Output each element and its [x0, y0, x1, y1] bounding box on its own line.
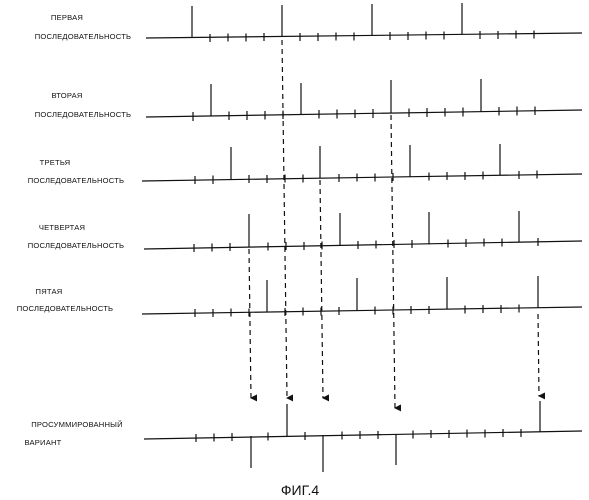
label-seq1-line1: ПЕРВАЯ: [51, 13, 83, 22]
arrow-seq3-to-sum: [320, 180, 323, 398]
label-sum-line1: ПРОСУММИРОВАННЫЙ: [31, 420, 122, 429]
seq5-pulses: [267, 276, 538, 312]
label-seq2-line2: ПОСЛЕДОВАТЕЛЬНОСТЬ: [35, 110, 132, 119]
label-sum-line2: ВАРИАНТ: [25, 438, 62, 447]
label-seq3-line1: ТРЕТЬЯ: [40, 158, 71, 167]
label-seq1: ПЕРВАЯ ПОСЛЕДОВАТЕЛЬНОСТЬ: [35, 13, 132, 41]
label-seq4: ЧЕТВЕРТАЯ ПОСЛЕДОВАТЕЛЬНОСТЬ: [28, 223, 125, 250]
label-seq5: ПЯТАЯ ПОСЛЕДОВАТЕЛЬНОСТЬ: [17, 287, 114, 313]
figure-caption: ФИГ.4: [281, 482, 319, 498]
seq2-pulses: [211, 79, 481, 116]
sum-axis: [144, 431, 582, 439]
label-seq3: ТРЕТЬЯ ПОСЛЕДОВАТЕЛЬНОСТЬ: [28, 158, 125, 185]
seq1-pulses: [192, 3, 462, 38]
seq4-pulses: [249, 211, 519, 248]
seq3-axis: [142, 174, 582, 181]
seq3-pulses: [231, 144, 500, 180]
label-seq5-line1: ПЯТАЯ: [36, 287, 63, 296]
label-seq3-line2: ПОСЛЕДОВАТЕЛЬНОСТЬ: [28, 176, 125, 185]
label-seq4-line1: ЧЕТВЕРТАЯ: [39, 223, 85, 232]
label-seq5-line2: ПОСЛЕДОВАТЕЛЬНОСТЬ: [17, 304, 114, 313]
sum-pulses-down: [251, 434, 396, 472]
dashed-arrows: [249, 40, 539, 408]
arrow-seq5-to-sum: [538, 314, 539, 396]
arrow-seq4-to-sum: [249, 249, 251, 398]
arrow-seq1-to-sum: [282, 40, 287, 398]
seq5-axis: [142, 307, 582, 314]
seq4-axis: [144, 241, 582, 249]
label-seq4-line2: ПОСЛЕДОВАТЕЛЬНОСТЬ: [28, 241, 125, 250]
label-sum: ПРОСУММИРОВАННЫЙ ВАРИАНТ: [25, 420, 123, 447]
arrow-seq2-to-sum: [391, 115, 395, 408]
label-seq2: ВТОРАЯ ПОСЛЕДОВАТЕЛЬНОСТЬ: [35, 91, 132, 119]
label-seq2-line1: ВТОРАЯ: [51, 91, 82, 100]
label-seq1-line2: ПОСЛЕДОВАТЕЛЬНОСТЬ: [35, 32, 132, 41]
